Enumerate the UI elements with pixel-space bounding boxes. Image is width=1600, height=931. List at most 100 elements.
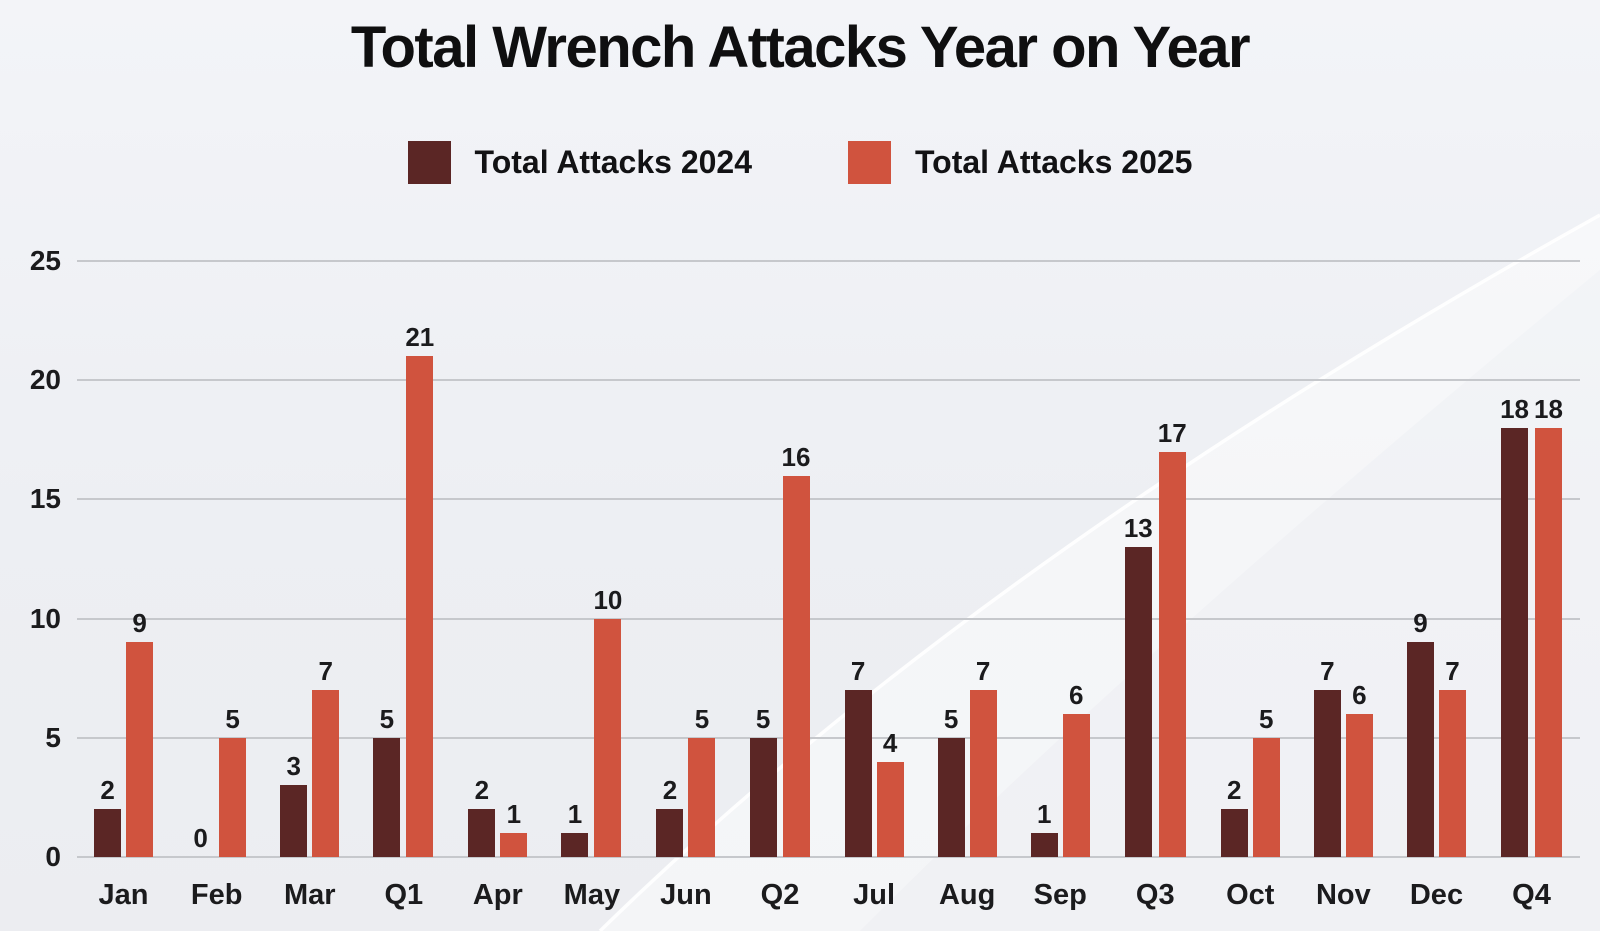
bar-group-q1: 5 21 Q1 — [373, 261, 434, 911]
bar-nov-2025 — [1345, 713, 1373, 857]
bar-group-feb: 0 5 Feb — [187, 261, 247, 911]
value-label-jan-2024: 2 — [100, 775, 115, 806]
bar-column: 7 — [844, 261, 872, 857]
x-axis-label-nov: Nov — [1315, 879, 1371, 911]
bar-pair: 5 21 — [373, 261, 434, 857]
bar-jun-2024 — [656, 809, 684, 857]
bar-column: 6 — [1062, 261, 1090, 857]
bar-q2-2024 — [749, 737, 777, 857]
bar-group-q3: 13 17 Q3 — [1124, 261, 1187, 911]
bar-column: 5 — [937, 261, 965, 857]
value-label-q3-2024: 13 — [1123, 513, 1153, 544]
bar-column: 5 — [688, 261, 716, 857]
y-axis-tick-25: 25 — [29, 245, 61, 276]
bar-column: 5 — [373, 261, 401, 857]
bar-column: 7 — [312, 261, 340, 857]
value-label-q1-2024: 5 — [379, 703, 395, 734]
value-label-aug-2025: 7 — [975, 656, 991, 687]
bar-may-2025 — [594, 618, 622, 857]
bar-dec-2024 — [1406, 642, 1434, 857]
legend-item-2024: Total Attacks 2024 — [407, 141, 752, 184]
x-axis-label-sep: Sep — [1033, 879, 1087, 911]
bar-column: 5 — [749, 261, 777, 857]
bar-oct-2025 — [1252, 737, 1280, 857]
bar-nov-2024 — [1313, 690, 1341, 857]
bar-group-aug: 5 7 Aug — [937, 261, 997, 911]
bar-dec-2025 — [1438, 690, 1466, 857]
bar-group-may: 1 10 May — [561, 261, 622, 911]
bar-column: 7 — [1313, 261, 1341, 857]
bar-column: 18 — [1500, 261, 1529, 857]
bar-column: 7 — [1438, 261, 1466, 857]
y-axis-tick-15: 15 — [29, 483, 61, 515]
bar-oct-2024 — [1220, 809, 1248, 857]
value-label-jun-2025: 5 — [694, 703, 710, 734]
x-axis-label-aug: Aug — [938, 879, 996, 911]
bar-group-sep: 1 6 Sep — [1030, 261, 1090, 911]
x-axis-label-dec: Dec — [1409, 879, 1464, 911]
bar-jul-2024 — [844, 690, 872, 857]
value-label-q4-2025: 18 — [1533, 393, 1563, 424]
bar-pair: 13 17 — [1124, 261, 1187, 857]
bar-q3-2024 — [1124, 547, 1152, 857]
value-label-oct-2025: 5 — [1259, 703, 1274, 734]
value-label-q1-2025: 21 — [405, 322, 435, 353]
x-axis-label-may: May — [563, 879, 621, 911]
value-label-q2-2024: 5 — [755, 703, 771, 734]
bar-column: 2 — [468, 261, 496, 857]
bar-pair: 1 10 — [561, 261, 622, 857]
bar-feb-2025 — [219, 737, 247, 857]
value-label-may-2025: 10 — [593, 584, 623, 615]
bar-column: 9 — [126, 261, 154, 857]
value-label-q2-2025: 16 — [781, 441, 811, 472]
value-label-sep-2024: 1 — [1037, 799, 1052, 830]
value-label-oct-2024: 2 — [1227, 775, 1242, 806]
bar-group-q4: 18 18 Q4 — [1500, 261, 1563, 911]
value-label-apr-2024: 2 — [474, 775, 490, 806]
bar-column: 2 — [1220, 261, 1248, 857]
bar-q4-2025 — [1534, 427, 1562, 857]
value-label-q4-2024: 18 — [1500, 393, 1529, 424]
value-label-nov-2024: 7 — [1320, 656, 1335, 687]
bar-jul-2025 — [876, 761, 904, 857]
value-label-nov-2025: 6 — [1352, 679, 1367, 710]
bar-group-mar: 3 7 Mar — [280, 261, 340, 911]
bar-mar-2024 — [280, 785, 308, 857]
y-axis-tick-0: 0 — [45, 841, 61, 872]
value-label-jun-2024: 2 — [662, 775, 678, 806]
bar-column: 1 — [561, 261, 589, 857]
value-label-jan-2025: 9 — [132, 608, 147, 639]
bar-apr-2025 — [500, 833, 528, 857]
bar-group-dec: 9 7 Dec — [1406, 261, 1466, 911]
bar-group-jan: 2 9 Jan — [94, 261, 154, 911]
bar-column: 7 — [969, 261, 997, 857]
value-label-feb-2024: 0 — [193, 823, 208, 853]
value-label-sep-2025: 6 — [1069, 679, 1084, 710]
chart-title: Total Wrench Attacks Year on Year — [350, 15, 1251, 80]
y-axis-tick-10: 10 — [29, 602, 61, 634]
bar-column: 5 — [1252, 261, 1280, 857]
legend-label-2024: Total Attacks 2024 — [474, 144, 752, 180]
bar-column: 16 — [781, 261, 811, 857]
value-label-dec-2024: 9 — [1413, 608, 1428, 639]
bar-column: 4 — [876, 261, 904, 857]
value-label-feb-2025: 5 — [225, 703, 240, 734]
bar-column: 1 — [500, 261, 528, 857]
value-label-aug-2024: 5 — [943, 703, 959, 734]
value-label-jul-2025: 4 — [882, 727, 898, 758]
bar-jan-2024 — [94, 809, 122, 857]
bar-column: 21 — [405, 261, 434, 857]
bar-groups: 2 9 Jan 0 5 Feb 3 7 Mar 5 21 Q1 2 1 Apr 1 10 May 2 5 Jun 5 16 Q… — [77, 261, 1580, 911]
y-axis-tick-5: 5 — [45, 721, 61, 753]
bar-may-2024 — [561, 833, 589, 857]
bar-group-jun: 2 5 Jun — [656, 261, 716, 911]
